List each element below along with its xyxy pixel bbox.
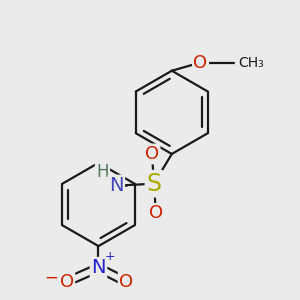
- Text: O: O: [60, 273, 74, 291]
- Text: +: +: [105, 250, 116, 262]
- Text: CH₃: CH₃: [238, 56, 264, 70]
- Text: H: H: [96, 163, 109, 181]
- Text: O: O: [119, 273, 133, 291]
- Text: O: O: [145, 145, 159, 163]
- Text: N: N: [109, 176, 124, 195]
- Text: O: O: [194, 54, 208, 72]
- Text: O: O: [149, 204, 163, 222]
- Text: N: N: [91, 258, 106, 278]
- Text: −: −: [44, 269, 58, 287]
- Text: S: S: [146, 172, 161, 196]
